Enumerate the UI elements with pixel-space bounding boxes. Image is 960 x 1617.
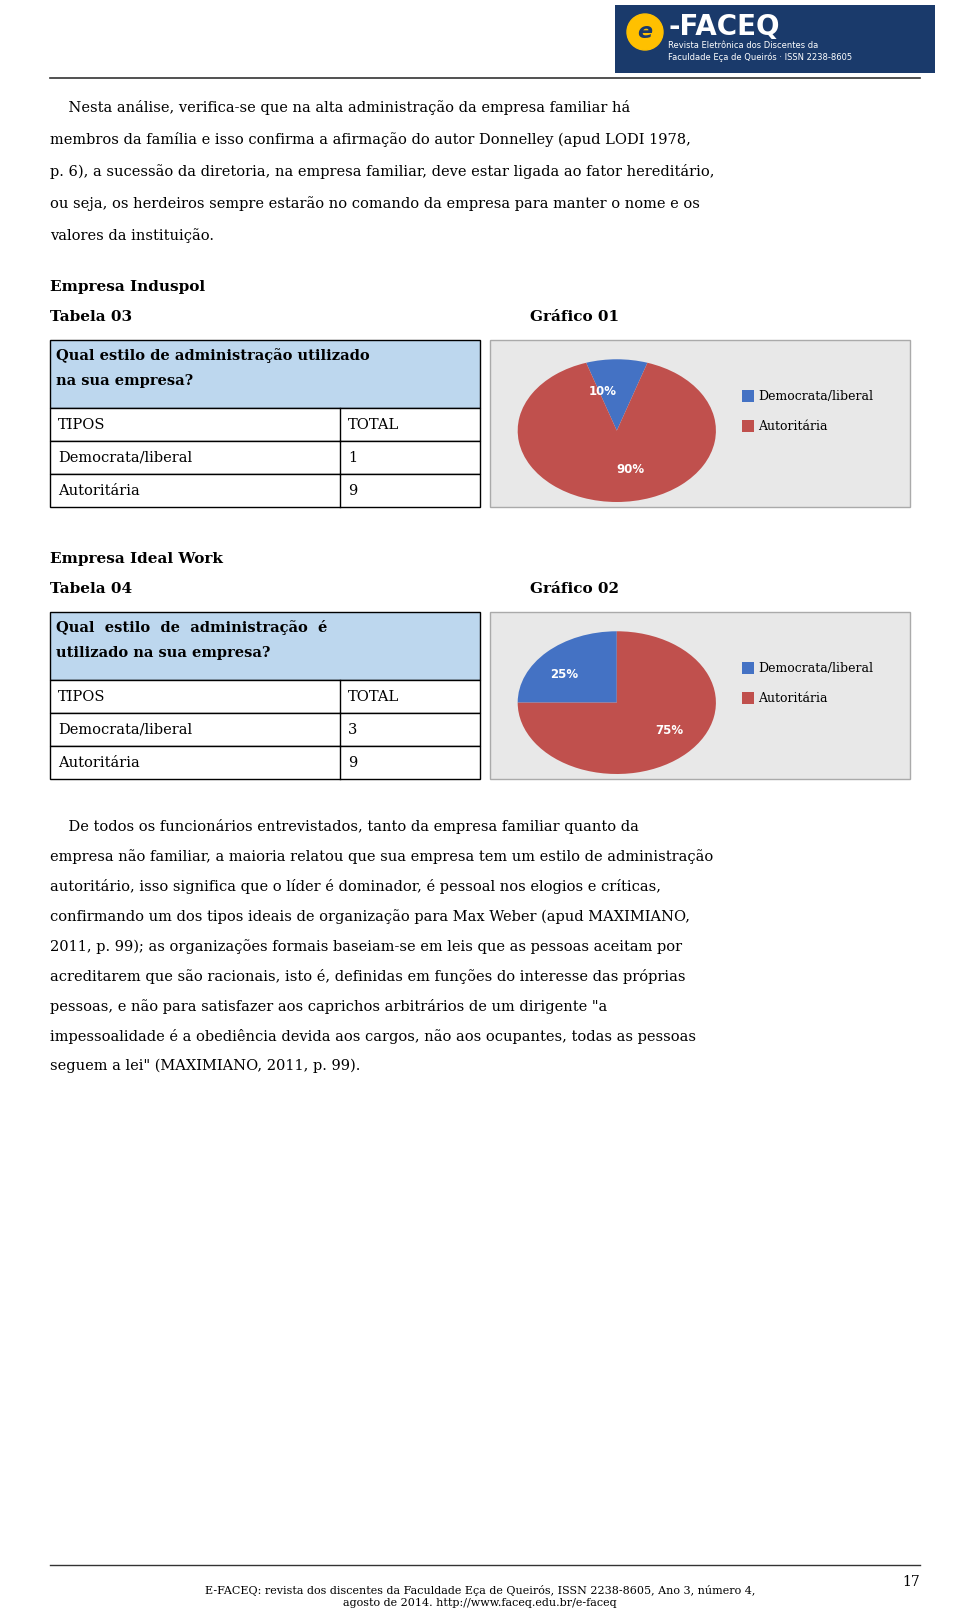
Wedge shape <box>587 359 647 430</box>
Text: empresa não familiar, a maioria relatou que sua empresa tem um estilo de adminis: empresa não familiar, a maioria relatou … <box>50 849 713 863</box>
Text: Tabela 04: Tabela 04 <box>50 582 132 597</box>
FancyBboxPatch shape <box>50 474 480 508</box>
Text: 2011, p. 99); as organizações formais baseiam-se em leis que as pessoas aceitam : 2011, p. 99); as organizações formais ba… <box>50 939 683 954</box>
Text: Gráfico 02: Gráfico 02 <box>530 582 619 597</box>
Text: Revista Eletrônica dos Discentes da: Revista Eletrônica dos Discentes da <box>668 40 818 50</box>
Text: TOTAL: TOTAL <box>348 417 399 432</box>
Text: confirmando um dos tipos ideais de organização para Max Weber (apud MAXIMIANO,: confirmando um dos tipos ideais de organ… <box>50 909 690 923</box>
Text: e: e <box>637 23 653 42</box>
Text: E-FACEQ: revista dos discentes da Faculdade Eça de Queirós, ISSN 2238-8605, Ano : E-FACEQ: revista dos discentes da Faculd… <box>204 1585 756 1596</box>
Wedge shape <box>517 631 716 775</box>
Text: Democrata/liberal: Democrata/liberal <box>758 661 873 674</box>
FancyBboxPatch shape <box>50 340 480 407</box>
Wedge shape <box>517 631 616 703</box>
Text: impessoalidade é a obediência devida aos cargos, não aos ocupantes, todas as pes: impessoalidade é a obediência devida aos… <box>50 1028 696 1045</box>
Text: acreditarem que são racionais, isto é, definidas em funções do interesse das pró: acreditarem que são racionais, isto é, d… <box>50 969 685 985</box>
Text: autoritário, isso significa que o líder é dominador, é pessoal nos elogios e crí: autoritário, isso significa que o líder … <box>50 880 661 894</box>
FancyBboxPatch shape <box>50 441 480 474</box>
Text: pessoas, e não para satisfazer aos caprichos arbitrários de um dirigente "a: pessoas, e não para satisfazer aos capri… <box>50 999 608 1014</box>
Text: Democrata/liberal: Democrata/liberal <box>58 451 192 464</box>
FancyBboxPatch shape <box>742 661 754 674</box>
Text: 75%: 75% <box>656 724 684 737</box>
Text: 25%: 25% <box>550 668 578 681</box>
Text: Tabela 03: Tabela 03 <box>50 310 132 323</box>
FancyBboxPatch shape <box>742 692 754 703</box>
Text: Nesta análise, verifica-se que na alta administração da empresa familiar há: Nesta análise, verifica-se que na alta a… <box>50 100 631 115</box>
Text: utilizado na sua empresa?: utilizado na sua empresa? <box>56 647 271 660</box>
Text: Autoritária: Autoritária <box>58 483 140 498</box>
Text: 9: 9 <box>348 483 357 498</box>
Text: seguem a lei" (MAXIMIANO, 2011, p. 99).: seguem a lei" (MAXIMIANO, 2011, p. 99). <box>50 1059 360 1074</box>
Text: TOTAL: TOTAL <box>348 689 399 703</box>
FancyBboxPatch shape <box>490 611 910 779</box>
Text: agosto de 2014. http://www.faceq.edu.br/e-faceq: agosto de 2014. http://www.faceq.edu.br/… <box>343 1598 617 1607</box>
Text: Empresa Induspol: Empresa Induspol <box>50 280 205 294</box>
FancyBboxPatch shape <box>490 340 910 508</box>
Text: na sua empresa?: na sua empresa? <box>56 374 193 388</box>
Text: TIPOS: TIPOS <box>58 417 106 432</box>
Text: 90%: 90% <box>617 464 645 477</box>
FancyBboxPatch shape <box>742 420 754 432</box>
Text: Autoritária: Autoritária <box>58 755 140 770</box>
Text: 10%: 10% <box>588 385 616 398</box>
FancyBboxPatch shape <box>50 611 480 681</box>
Text: De todos os funcionários entrevistados, tanto da empresa familiar quanto da: De todos os funcionários entrevistados, … <box>50 818 638 834</box>
Text: ou seja, os herdeiros sempre estarão no comando da empresa para manter o nome e : ou seja, os herdeiros sempre estarão no … <box>50 196 700 210</box>
FancyBboxPatch shape <box>50 407 480 441</box>
Text: valores da instituição.: valores da instituição. <box>50 228 214 243</box>
Text: membros da família e isso confirma a afirmação do autor Donnelley (apud LODI 197: membros da família e isso confirma a afi… <box>50 133 691 147</box>
Text: 3: 3 <box>348 723 357 736</box>
FancyBboxPatch shape <box>50 713 480 745</box>
Text: -FACEQ: -FACEQ <box>668 13 780 40</box>
Text: Democrata/liberal: Democrata/liberal <box>758 390 873 403</box>
FancyBboxPatch shape <box>615 5 935 73</box>
Wedge shape <box>517 362 716 501</box>
Circle shape <box>627 15 663 50</box>
Text: 1: 1 <box>348 451 357 464</box>
Text: Gráfico 01: Gráfico 01 <box>530 310 619 323</box>
Text: Faculdade Eça de Queirós · ISSN 2238-8605: Faculdade Eça de Queirós · ISSN 2238-860… <box>668 52 852 61</box>
Text: Democrata/liberal: Democrata/liberal <box>58 723 192 736</box>
Text: 17: 17 <box>902 1575 920 1590</box>
Text: Autoritária: Autoritária <box>758 692 828 705</box>
Text: Empresa Ideal Work: Empresa Ideal Work <box>50 551 223 566</box>
FancyBboxPatch shape <box>50 681 480 713</box>
Text: TIPOS: TIPOS <box>58 689 106 703</box>
Text: Autoritária: Autoritária <box>758 419 828 433</box>
Text: 9: 9 <box>348 755 357 770</box>
Text: p. 6), a sucessão da diretoria, na empresa familiar, deve estar ligada ao fator : p. 6), a sucessão da diretoria, na empre… <box>50 163 714 179</box>
Text: Qual  estilo  de  administração  é: Qual estilo de administração é <box>56 619 327 635</box>
FancyBboxPatch shape <box>50 745 480 779</box>
Text: Qual estilo de administração utilizado: Qual estilo de administração utilizado <box>56 348 370 362</box>
FancyBboxPatch shape <box>742 390 754 403</box>
